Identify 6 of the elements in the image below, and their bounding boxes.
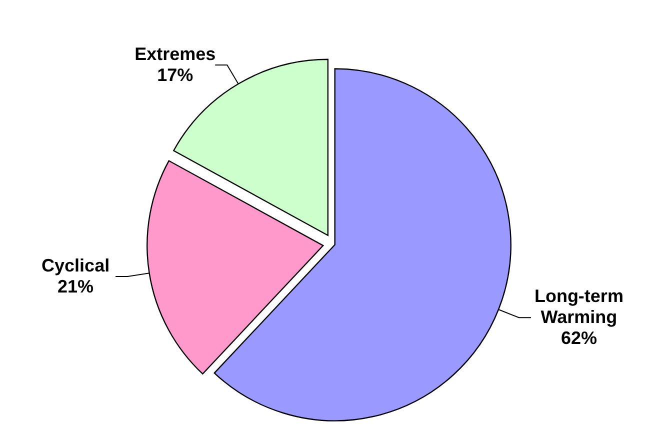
slice-label: Long-term Warming xyxy=(534,286,624,328)
data-label: 62% xyxy=(560,328,597,348)
slice-label: Cyclical xyxy=(42,256,110,276)
data-label: 17% xyxy=(157,64,194,85)
slice-label: Extremes xyxy=(134,44,216,64)
data-label: 21% xyxy=(58,276,94,297)
